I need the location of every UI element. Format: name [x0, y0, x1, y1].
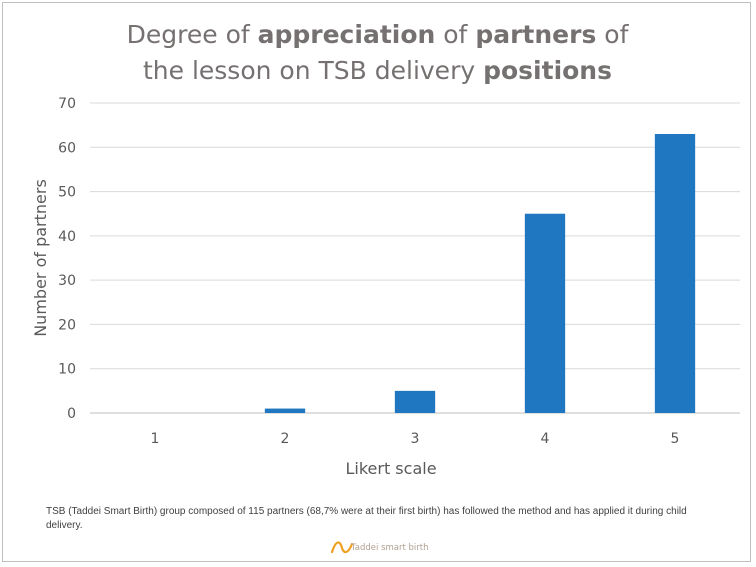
footnote: TSB (Taddei Smart Birth) group composed … — [46, 506, 687, 531]
title-run: of — [596, 20, 629, 49]
y-tick-label: 50 — [58, 185, 76, 201]
x-tick-label: 4 — [541, 431, 550, 447]
y-tick-label: 40 — [58, 229, 76, 245]
y-tick-label: 70 — [58, 96, 76, 112]
title-run: appreciation — [257, 20, 436, 49]
title-run: positions — [483, 56, 612, 85]
bar — [264, 408, 306, 413]
title-run: Degree of — [126, 20, 258, 49]
x-tick-label: 3 — [411, 431, 420, 447]
chart-title-line-1: Degree of appreciation of partners of — [3, 17, 752, 53]
y-tick-label: 60 — [58, 140, 76, 156]
title-run: partners — [475, 20, 597, 49]
bar-chart: 0 10 20 30 40 50 60 70 1 2 3 4 5 Number of partners… — [31, 96, 740, 478]
x-tick-label: 5 — [671, 431, 680, 447]
bar — [394, 390, 436, 413]
chart-title: Degree of appreciation of partners of th… — [3, 17, 752, 89]
y-axis-label: Number of partners — [31, 179, 50, 337]
x-tick-label: 1 — [151, 431, 160, 447]
title-run: the lesson on TSB delivery — [142, 56, 484, 85]
logo-text: Taddei smart birth — [351, 543, 429, 553]
y-tick-label: 30 — [58, 273, 76, 289]
logo-mark-icon — [330, 541, 354, 554]
y-tick-label: 0 — [67, 406, 76, 422]
chart-frame: Degree of appreciation of partners of th… — [2, 2, 751, 562]
x-tick-labels: 1 2 3 4 5 — [151, 431, 680, 447]
bar — [524, 213, 566, 413]
gridlines — [90, 102, 740, 414]
y-tick-label: 20 — [58, 317, 76, 333]
bars — [264, 134, 696, 413]
bar — [654, 134, 696, 413]
x-axis-label: Likert scale — [345, 459, 436, 478]
x-tick-label: 2 — [281, 431, 290, 447]
title-run: of — [435, 20, 476, 49]
chart-title-line-2: the lesson on TSB delivery positions — [3, 53, 752, 89]
y-tick-labels: 0 10 20 30 40 50 60 70 — [58, 96, 76, 422]
y-tick-label: 10 — [58, 362, 76, 378]
